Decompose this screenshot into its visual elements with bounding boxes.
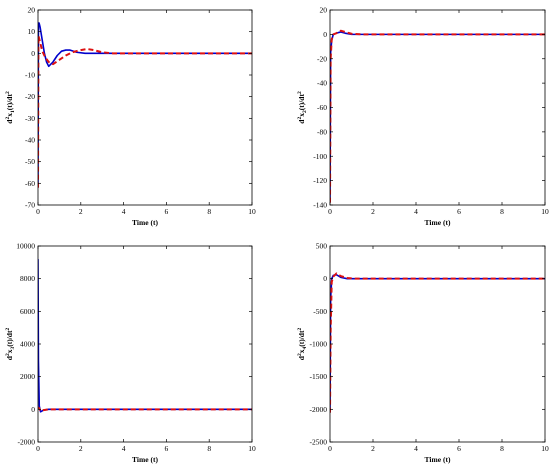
x-tick-label: 0 [36,444,40,453]
y-tick-label: 500 [316,242,328,251]
y-tick-label: -80 [317,127,327,136]
x-tick-label: 4 [414,444,418,453]
y-tick-label: 0 [31,405,35,414]
x-axis-label: Time (t) [132,218,158,227]
series-line-2 [330,272,545,413]
y-tick-label: -70 [25,201,35,210]
x-axis-label: Time (t) [425,218,451,227]
x-tick-label: 0 [328,444,332,453]
x-tick-label: 10 [248,207,256,216]
x-tick-label: 10 [541,444,549,453]
y-tick-label: -30 [25,114,35,123]
y-axis-label: d2x4(t)/dt2 [297,328,308,361]
y-tick-label: -120 [313,176,327,185]
y-tick-label: 2000 [20,372,35,381]
x-tick-label: 0 [328,207,332,216]
subplot-4: 0 2 4 6 8 10 500 0 -500 -1000 -1500 -2000 -2500 Time … [297,242,549,465]
series-line-2 [38,35,252,188]
x-tick-label: 8 [207,207,211,216]
x-tick-label: 8 [500,444,504,453]
axes-box [329,9,546,206]
x-tick-label: 10 [541,207,549,216]
series-line-1 [330,273,545,413]
x-tick-label: 2 [371,207,375,216]
y-tick-label: -2000 [18,438,36,447]
axes-box [37,245,253,443]
x-tick-label: 6 [165,444,169,453]
x-tick-label: 6 [457,444,461,453]
y-tick-label: -60 [317,103,327,112]
y-tick-label: 20 [320,6,328,15]
x-tick-label: 10 [248,444,256,453]
series-line-1 [38,259,252,413]
series-line-2 [38,406,252,412]
subplot-1: 0 2 4 6 8 10 20 10 0 -10 -20 -30 -40 -50 -60 -70 Time (t… [5,6,256,228]
y-tick-label: -140 [313,201,327,210]
y-tick-label: -2000 [310,405,328,414]
x-tick-label: 6 [457,207,461,216]
y-tick-label: -40 [25,136,35,145]
y-tick-label: 8000 [20,274,35,283]
series-line-1 [38,22,252,188]
y-tick-label: -10 [25,71,35,80]
y-tick-label: 10000 [16,242,35,251]
y-tick-label: 0 [323,30,327,39]
y-tick-label: 6000 [20,307,35,316]
y-tick-label: 0 [31,49,35,58]
y-tick-label: -2500 [310,438,328,447]
y-tick-label: -100 [313,152,327,161]
x-tick-label: 2 [79,444,83,453]
y-tick-label: 20 [28,6,36,15]
y-tick-label: -50 [25,157,35,166]
axes-box [329,245,546,443]
x-tick-label: 8 [207,444,211,453]
y-axis-label: d2x2(t)/dt2 [297,91,308,124]
y-tick-label: -20 [317,54,327,63]
y-tick-label: -1500 [310,372,328,381]
subplot-2: 0 2 4 6 8 10 20 0 -20 -40 -60 -80 -100 -120 -140 Time (… [297,6,549,228]
x-tick-label: 6 [165,207,169,216]
y-tick-label: -1000 [310,340,328,349]
x-tick-label: 2 [371,444,375,453]
y-tick-label: 4000 [20,340,35,349]
x-tick-label: 2 [79,207,83,216]
x-tick-label: 4 [414,207,418,216]
x-tick-label: 0 [36,207,40,216]
x-tick-label: 4 [122,444,126,453]
x-tick-label: 8 [500,207,504,216]
y-tick-label: 10 [28,27,36,36]
y-tick-label: 0 [323,274,327,283]
y-tick-label: -60 [25,179,35,188]
y-tick-label: -40 [317,79,327,88]
y-tick-label: -500 [313,307,327,316]
x-tick-label: 4 [122,207,126,216]
series-line-1 [330,31,545,203]
axes-box [37,9,253,206]
x-axis-label: Time (t) [425,455,451,464]
y-axis-label: d2x1(t)/dt2 [5,91,16,124]
series-line-2 [330,29,545,203]
y-axis-label: d2x3(t)/dt2 [5,328,16,361]
y-tick-label: -20 [25,92,35,101]
x-axis-label: Time (t) [132,455,158,464]
